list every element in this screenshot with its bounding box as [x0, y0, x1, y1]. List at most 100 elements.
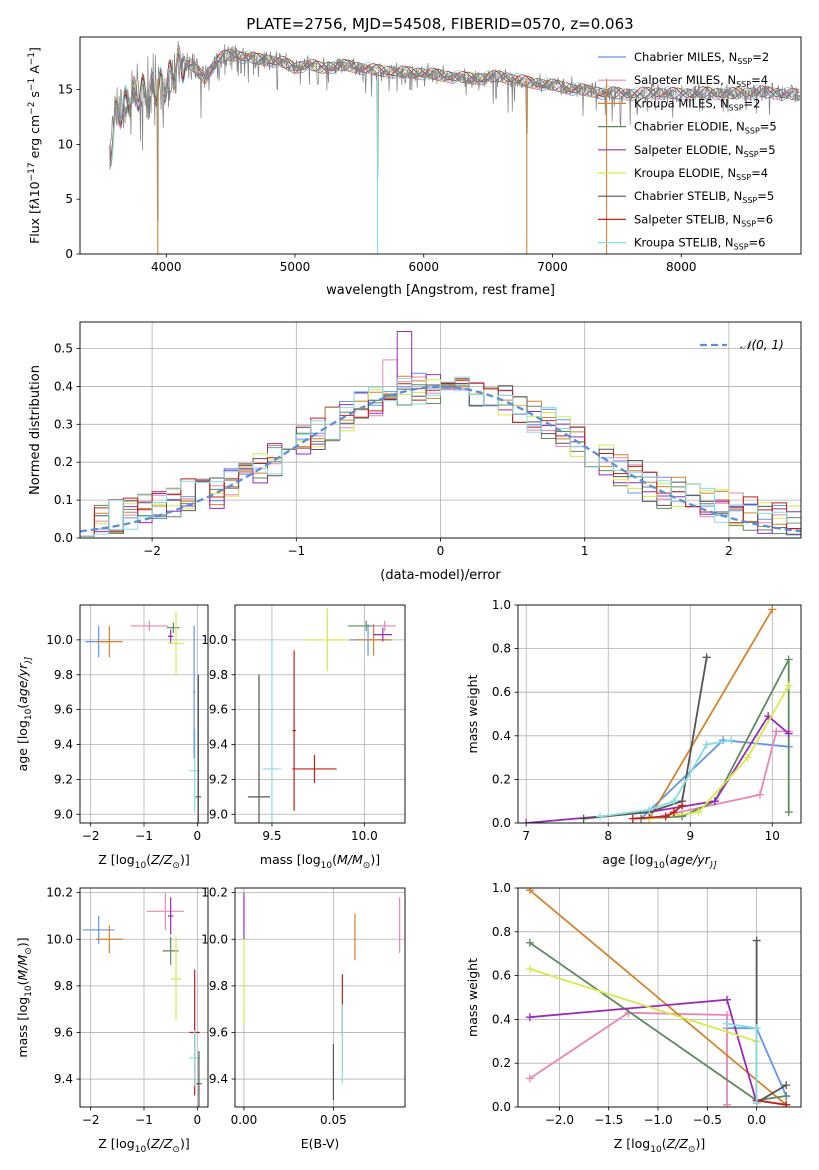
y-tick-label: 9.8 [209, 668, 228, 682]
legend-entry-label: Kroupa STELIB, NSSP=6 [634, 236, 765, 252]
mass-vs-Z-plot-area [82, 892, 202, 1107]
y-tick-label: 0.6 [492, 685, 511, 699]
x-axis-label: wavelength [Angstrom, rest frame] [326, 283, 555, 298]
weight-point-marker [723, 1100, 732, 1107]
y-tick-label: 9.6 [54, 703, 73, 717]
errorbar-point [193, 625, 196, 759]
weight-point-marker [784, 681, 793, 690]
y-tick-label: 10.0 [46, 633, 73, 647]
x-tick-label: 8 [604, 829, 612, 843]
y-axis-label: Flux [fλ10−17 erg cm−2 s−1 A−1] [27, 47, 42, 244]
y-tick-label: 0.2 [54, 455, 73, 469]
weight-point-marker [525, 888, 534, 895]
y-tick-label: 10.0 [201, 633, 228, 647]
panel-mass-vs-Z: −2 −1 0 9.4 9.6 9.8 10.0 10.2 Z [log10(Z/Z⊙)] mas… [15, 886, 209, 1155]
weight-point-marker [723, 1011, 732, 1020]
weight-point-marker [525, 1013, 534, 1022]
x-tick-label: 7 [522, 829, 530, 843]
legend-entry-label: Chabrier ELODIE, NSSP=5 [634, 120, 777, 136]
y-tick-label: 9.8 [54, 979, 73, 993]
errorbar-point [247, 674, 271, 823]
y-tick-label: 1.0 [492, 598, 511, 612]
errorbar-point [195, 674, 202, 823]
y-tick-label: 9.8 [54, 668, 73, 682]
mass-vs-ebv-grid [235, 888, 405, 1107]
weight-point-marker [772, 727, 781, 736]
weight-point-marker [525, 965, 534, 974]
y-tick-label: 10.0 [46, 932, 73, 946]
axes-frame [79, 36, 802, 255]
x-tick-label: −2 [143, 544, 161, 558]
weight-point-marker [743, 753, 752, 762]
weight-point-marker [752, 1098, 761, 1107]
weight-series-line [632, 804, 683, 820]
weight-point-marker [661, 812, 670, 821]
weight-vs-age-grid [518, 604, 801, 824]
x-tick-label: −1 [287, 544, 305, 558]
legend-entry-label: Salpeter ELODIE, NSSP=5 [634, 143, 776, 159]
weight-series-line [648, 608, 774, 820]
errorbar-point [292, 650, 296, 811]
y-tick-label: 9.4 [209, 738, 228, 752]
x-axis-label: Z [log10(Z/Z⊙)] [614, 1136, 705, 1155]
legend-entry-label: Kroupa MILES, NSSP=2 [634, 96, 760, 112]
mass-vs-Z-axes: −2 −1 0 9.4 9.6 9.8 10.0 10.2 Z [log10(Z/Z⊙)] mas… [15, 886, 209, 1155]
y-tick-label: 0.8 [492, 642, 511, 656]
x-tick-label: 6000 [408, 260, 439, 274]
y-tick-label: 9.2 [209, 772, 228, 786]
spectrum-plot-area [109, 40, 801, 254]
errorbar-point [373, 620, 396, 632]
x-tick-label: −1.0 [643, 1113, 672, 1127]
weight-point-marker [784, 655, 793, 664]
residual-histogram [80, 376, 801, 537]
errorbar-point [305, 608, 350, 672]
age-vs-Z-axes: −2 −1 0 9.0 9.2 9.4 9.6 9.8 10.0 Z [log10(Z/Z⊙)] a… [15, 604, 209, 871]
panel-spectrum: 4000 5000 6000 7000 8000 0 5 10 15 wavelength [An… [27, 36, 802, 298]
x-tick-label: 7000 [537, 260, 568, 274]
legend-entry-label: Chabrier MILES, NSSP=2 [634, 50, 769, 66]
weight-point-marker [768, 605, 777, 614]
y-tick-label: 0.2 [492, 1056, 511, 1070]
x-axis-label: mass [log10(M/M⊙)] [260, 852, 380, 871]
weight-point-marker [723, 1019, 732, 1028]
weight-series-line [649, 685, 790, 820]
y-tick-label: 9.0 [209, 807, 228, 821]
y-tick-label: 0.3 [54, 417, 73, 431]
legend-entry-label: Salpeter MILES, NSSP=4 [634, 73, 768, 89]
x-tick-label: 0.05 [320, 1113, 347, 1127]
errorbar-point [355, 624, 393, 656]
errorbar-point [292, 754, 337, 783]
y-tick-label: 5 [65, 192, 73, 206]
y-tick-label: 0.5 [54, 342, 73, 356]
y-tick-label: 10.2 [201, 886, 228, 900]
errorbar-point [146, 892, 184, 930]
x-tick-label: 9.5 [262, 829, 281, 843]
axes-frame [79, 887, 209, 1108]
y-tick-label: 9.6 [54, 1025, 73, 1039]
errorbar-point [373, 627, 393, 642]
residuals-axes: −2 −1 0 1 2 0.0 0.1 0.2 0.3 0.4 0.5 𝒩(0, 1) (data-mo… [28, 321, 802, 583]
y-tick-label: 10 [58, 137, 73, 151]
x-tick-label: 1 [581, 544, 589, 558]
weight-point-marker [678, 801, 687, 810]
y-tick-label: 9.4 [54, 738, 73, 752]
age-vs-mass-grid [235, 605, 405, 823]
y-tick-label: 9.0 [54, 807, 73, 821]
x-axis-label: (data-model)/error [380, 568, 501, 583]
x-tick-label: 5000 [280, 260, 311, 274]
axes-frame [79, 604, 209, 824]
axes-frame [517, 604, 802, 824]
x-axis-label: Z [log10(Z/Z⊙)] [98, 1136, 189, 1155]
mass-vs-ebv-axes: 0.00 0.05 9.4 9.6 9.8 10.0 10.2 E(B-V) [201, 886, 406, 1151]
spectrum-data-line [109, 40, 801, 222]
y-axis-label: mass weight [465, 674, 480, 753]
errorbar-point [170, 936, 182, 1021]
x-tick-label: −2 [82, 829, 100, 843]
weight-point-marker [694, 808, 703, 817]
x-tick-label: 10 [765, 829, 780, 843]
errorbar-point [168, 611, 184, 675]
x-tick-label: 0.00 [231, 1113, 258, 1127]
x-tick-label: −0.5 [693, 1113, 722, 1127]
x-tick-label: −2 [82, 1113, 100, 1127]
weight-point-marker [782, 1092, 791, 1101]
